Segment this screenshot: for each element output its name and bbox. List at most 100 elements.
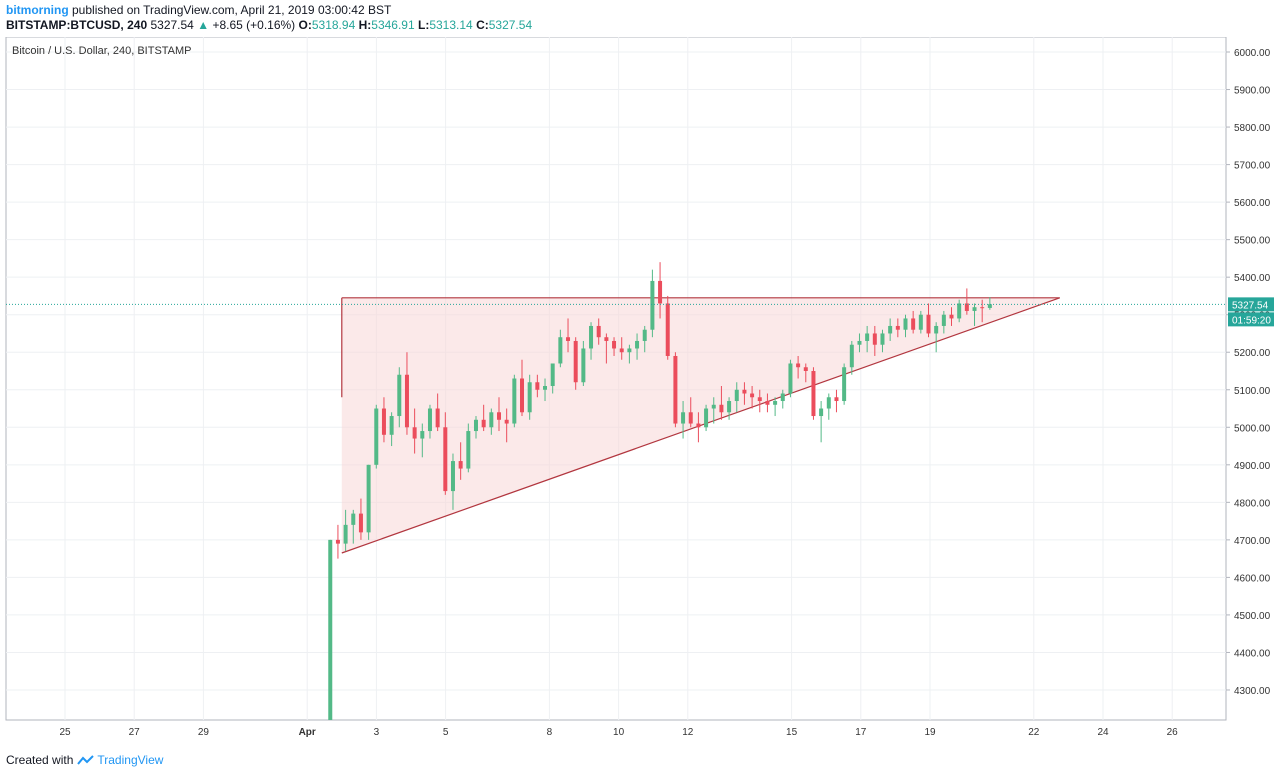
candle-body (941, 314, 946, 326)
close-label: C: (476, 18, 489, 32)
candle (719, 386, 724, 420)
candle (696, 412, 701, 443)
candle-body (581, 348, 586, 383)
candle-body (757, 397, 762, 402)
candle (512, 374, 517, 428)
candle (926, 303, 931, 338)
candle (466, 423, 471, 473)
x-tick-label: 15 (786, 727, 798, 738)
candle-body (335, 539, 340, 544)
chart-area[interactable]: 6000.00 5900.00 5800.00 5700.00 5600.00 5500.… (0, 36, 1280, 745)
candle (734, 382, 739, 413)
candle-body (734, 389, 739, 402)
candle (550, 363, 555, 394)
candle (366, 464, 371, 540)
candle (872, 325, 877, 356)
y-tick-label: 5500.00 (1234, 236, 1271, 247)
candle-body (964, 303, 969, 311)
candle-body (895, 325, 900, 330)
candle (964, 288, 969, 315)
candle (504, 408, 509, 443)
publisher-name[interactable]: bitmorning (6, 3, 69, 17)
candle (849, 340, 854, 375)
candle (450, 453, 455, 510)
last-price: 5327.54 (150, 18, 194, 32)
x-tick-label: 10 (613, 727, 625, 738)
candle-body (612, 340, 617, 349)
candle-body (466, 431, 471, 469)
x-tick-label: 26 (1167, 727, 1179, 738)
candle (435, 393, 440, 432)
candle-body (803, 367, 808, 371)
close-value: 5327.54 (488, 18, 533, 32)
candle-body (704, 408, 709, 428)
x-tick-label: Apr (299, 727, 316, 738)
candle-body (688, 412, 693, 424)
candle (757, 389, 762, 413)
candle-body (765, 401, 770, 405)
candle-body (857, 340, 862, 345)
candle (673, 352, 678, 428)
candle (857, 333, 862, 353)
candle (780, 389, 785, 409)
candle-body (635, 340, 640, 349)
candle-body (412, 427, 417, 439)
candle (420, 423, 425, 458)
candle (389, 412, 394, 447)
candle (381, 397, 386, 443)
candle (558, 329, 563, 368)
candle (834, 389, 839, 413)
candle (658, 262, 663, 319)
candle-body (681, 412, 686, 424)
candle (688, 397, 693, 428)
candle (527, 374, 532, 420)
candle-body (473, 419, 478, 432)
y-tick-label: 6000.00 (1234, 48, 1271, 59)
last-price-label: 5327.54 (1232, 300, 1269, 311)
candle (750, 386, 755, 409)
candle (918, 310, 923, 334)
countdown-tag (1228, 312, 1274, 327)
candle-body (328, 539, 333, 720)
y-tick-label: 4500.00 (1234, 611, 1271, 622)
candle (880, 329, 885, 353)
candle (911, 310, 916, 334)
brand-link[interactable]: TradingView (77, 752, 163, 768)
candle-body (903, 318, 908, 330)
candle-body (673, 355, 678, 424)
candle-body (842, 367, 847, 402)
candle (358, 498, 363, 540)
candle-body (650, 280, 655, 330)
candle-body (627, 348, 632, 353)
price-chart[interactable]: 6000.00 5900.00 5800.00 5700.00 5600.00 5500.… (0, 36, 1280, 745)
y-tick-label: 5800.00 (1234, 123, 1271, 134)
candle-body (834, 397, 839, 402)
candle (934, 322, 939, 353)
symbol-label: BITSTAMP:BTCUSD, 240 (6, 18, 148, 32)
candle (351, 509, 356, 544)
candle-body (619, 348, 624, 353)
candle (397, 367, 402, 428)
candle-body (389, 416, 394, 435)
candle (374, 404, 379, 469)
candle-body (596, 325, 601, 338)
candle-body (343, 524, 348, 544)
candle-body (711, 404, 716, 409)
candle-body (642, 329, 647, 341)
candle (665, 295, 670, 360)
candle (727, 397, 732, 420)
y-tick-label: 5600.00 (1234, 198, 1271, 209)
candle (903, 314, 908, 338)
candle-body (696, 423, 701, 428)
x-tick-label: 29 (198, 727, 210, 738)
y-tick-label: 4800.00 (1234, 498, 1271, 509)
candle (704, 404, 709, 432)
candle-body (543, 386, 548, 390)
candle (681, 401, 686, 439)
candle (596, 318, 601, 345)
published-text: published on TradingView.com, April 21, … (72, 3, 392, 17)
candle-body (573, 340, 578, 383)
candle-body (773, 401, 778, 405)
candle (496, 397, 501, 432)
candle (642, 325, 647, 353)
